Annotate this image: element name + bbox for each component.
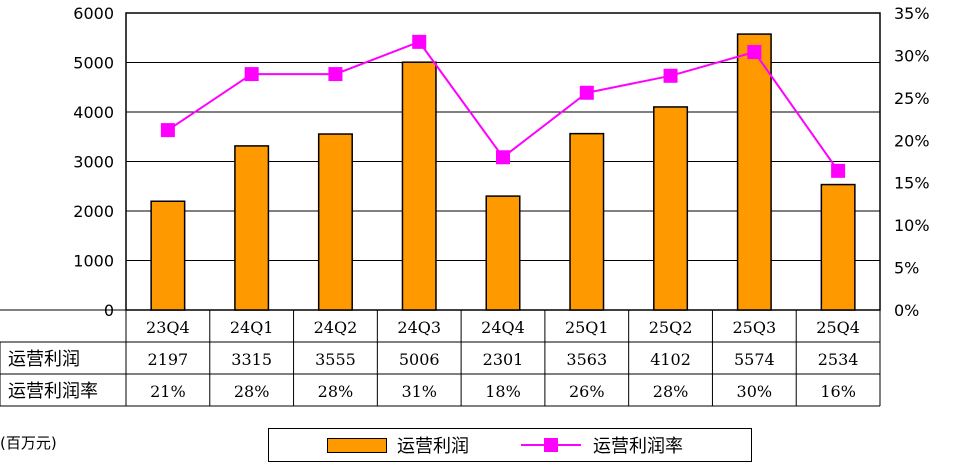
table-row-label: 运营利润	[8, 349, 80, 370]
unit-note: (百万元)	[0, 434, 57, 452]
line-marker	[496, 150, 510, 165]
x-category-label: 25Q2	[649, 318, 693, 337]
y-tick-label: 3000	[73, 153, 114, 172]
legend-bar-swatch	[327, 437, 387, 453]
y2-tick-label: 30%	[894, 46, 930, 65]
x-category-label: 24Q1	[230, 318, 274, 337]
table-cell: 18%	[485, 382, 521, 401]
table-cell: 3315	[231, 350, 272, 369]
table-cell: 4102	[650, 350, 691, 369]
y2-tick-label: 35%	[894, 4, 930, 23]
legend-bar-label: 运营利润	[397, 436, 469, 457]
x-category-label: 25Q3	[733, 318, 777, 337]
legend-line-label: 运营利润率	[593, 436, 683, 457]
x-category-label: 25Q1	[565, 318, 609, 337]
bar	[150, 200, 186, 311]
table-cell: 3555	[315, 350, 356, 369]
table-cell: 26%	[569, 382, 605, 401]
x-category-label: 24Q2	[314, 318, 358, 337]
bar	[485, 195, 521, 311]
y2-tick-label: 5%	[894, 259, 919, 278]
y-tick-label: 6000	[73, 4, 114, 23]
line-marker	[579, 85, 594, 100]
table-cell: 31%	[401, 382, 437, 401]
x-category-label: 25Q4	[816, 318, 860, 337]
table-cell: 2197	[148, 350, 189, 369]
table-cell: 16%	[820, 382, 856, 401]
bar	[401, 61, 437, 311]
table-cell: 30%	[737, 382, 773, 401]
table-cell: 3563	[566, 350, 607, 369]
y2-tick-label: 20%	[894, 131, 930, 150]
table-cell: 2534	[818, 350, 859, 369]
table-cell: 28%	[234, 382, 270, 401]
legend: 运营利润 运营利润率	[268, 428, 752, 462]
bar	[569, 132, 605, 311]
table-cell: 5006	[399, 350, 440, 369]
line-marker	[663, 68, 678, 83]
y-tick-label: 5000	[73, 54, 114, 73]
line-marker	[328, 67, 343, 82]
table-cell: 2301	[483, 350, 524, 369]
bar	[820, 183, 856, 311]
bar	[736, 33, 772, 311]
table-row-label: 运营利润率	[8, 381, 98, 402]
line-marker	[412, 34, 427, 49]
y2-tick-label: 0%	[894, 301, 919, 320]
line-marker	[244, 67, 259, 82]
legend-line-swatch	[521, 438, 581, 452]
bar	[234, 145, 270, 311]
table-cell: 28%	[653, 382, 689, 401]
y2-tick-label: 15%	[894, 174, 930, 193]
x-category-label: 24Q3	[397, 318, 441, 337]
x-category-label: 23Q4	[146, 318, 190, 337]
table-cell: 5574	[734, 350, 775, 369]
table-cell: 28%	[318, 382, 354, 401]
x-category-label: 24Q4	[481, 318, 525, 337]
table-cell: 21%	[150, 382, 186, 401]
bar	[317, 133, 353, 311]
line-marker	[160, 123, 175, 138]
y-tick-label: 4000	[73, 103, 114, 122]
y2-tick-label: 25%	[894, 89, 930, 108]
y-tick-label: 2000	[73, 202, 114, 221]
legend-item-line: 运营利润率	[521, 429, 683, 461]
y-tick-label: 1000	[73, 252, 114, 271]
legend-item-bar: 运营利润	[327, 429, 469, 461]
bar	[653, 106, 689, 311]
line-marker	[747, 45, 762, 60]
y2-tick-label: 10%	[894, 216, 930, 235]
line-marker	[831, 163, 846, 178]
